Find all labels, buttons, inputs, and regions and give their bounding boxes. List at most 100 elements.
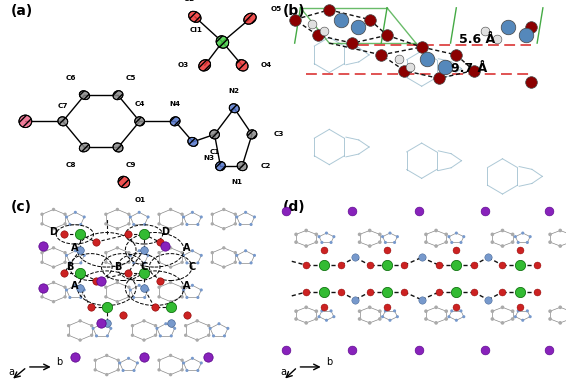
Ellipse shape — [135, 117, 144, 126]
Point — [101, 211, 110, 218]
Point — [166, 372, 175, 378]
Point — [103, 333, 112, 339]
Point — [182, 312, 191, 318]
Point — [151, 323, 160, 329]
Point — [219, 264, 228, 270]
Point — [354, 24, 363, 31]
Point — [71, 209, 80, 216]
Point — [469, 262, 478, 268]
Point — [115, 360, 124, 366]
Point — [91, 367, 100, 373]
Point — [178, 294, 187, 300]
Point — [166, 299, 175, 305]
Point — [351, 254, 360, 261]
Point — [319, 304, 328, 310]
Point — [381, 240, 390, 246]
Point — [133, 360, 142, 366]
Point — [422, 308, 431, 314]
Text: (c): (c) — [11, 200, 32, 214]
Point — [312, 239, 321, 245]
Point — [435, 75, 444, 82]
Point — [139, 231, 148, 238]
Point — [179, 287, 188, 293]
Point — [504, 24, 513, 31]
Point — [65, 221, 74, 228]
Ellipse shape — [188, 137, 198, 146]
Ellipse shape — [118, 176, 130, 188]
Point — [97, 278, 106, 284]
Point — [188, 209, 197, 216]
Point — [170, 325, 179, 332]
Point — [365, 16, 374, 23]
Point — [556, 243, 565, 249]
Point — [488, 316, 497, 322]
Point — [61, 284, 70, 290]
Point — [167, 333, 176, 339]
Point — [241, 209, 250, 216]
Point — [126, 287, 135, 293]
Point — [102, 352, 112, 359]
Point — [441, 231, 451, 238]
Point — [113, 279, 122, 285]
Ellipse shape — [209, 130, 220, 139]
Point — [166, 245, 175, 251]
Point — [144, 252, 153, 259]
Text: N3: N3 — [203, 154, 215, 161]
Point — [515, 304, 524, 310]
Point — [114, 357, 123, 363]
Point — [291, 316, 301, 322]
Point — [76, 285, 85, 291]
Point — [194, 221, 203, 228]
Point — [322, 230, 331, 236]
Point — [441, 308, 451, 314]
Point — [113, 225, 122, 232]
Point — [441, 316, 451, 322]
Point — [37, 259, 46, 265]
Point — [231, 250, 240, 256]
Point — [62, 252, 71, 259]
Point — [394, 56, 403, 62]
Point — [92, 333, 101, 339]
Point — [155, 221, 164, 227]
Point — [383, 304, 392, 310]
Point — [469, 67, 478, 74]
Text: (b): (b) — [283, 4, 306, 18]
Point — [102, 372, 112, 378]
Point — [533, 289, 542, 295]
Point — [319, 289, 328, 295]
Point — [155, 367, 164, 373]
Point — [327, 240, 336, 246]
Point — [49, 225, 58, 232]
Point — [118, 367, 127, 374]
Point — [365, 289, 374, 295]
Point — [241, 248, 250, 254]
Point — [62, 287, 71, 293]
Point — [156, 239, 165, 245]
Ellipse shape — [170, 117, 180, 126]
Point — [179, 214, 188, 220]
Point — [188, 355, 197, 361]
Point — [422, 231, 431, 238]
Point — [319, 28, 328, 34]
Point — [38, 243, 48, 249]
Point — [393, 234, 402, 240]
Point — [178, 221, 187, 227]
Point — [365, 304, 374, 310]
Point — [400, 262, 409, 268]
Point — [126, 214, 135, 220]
Point — [440, 64, 449, 70]
Point — [515, 262, 524, 268]
Point — [365, 243, 374, 249]
Text: 5.6 Å: 5.6 Å — [459, 33, 495, 46]
Point — [219, 206, 228, 212]
Point — [511, 234, 520, 240]
Point — [250, 214, 259, 220]
Point — [49, 299, 58, 305]
Point — [101, 294, 110, 300]
Text: A: A — [183, 243, 190, 253]
Point — [192, 318, 201, 324]
Point — [348, 208, 357, 214]
Point — [488, 239, 497, 245]
Point — [235, 260, 245, 266]
Point — [182, 260, 191, 266]
